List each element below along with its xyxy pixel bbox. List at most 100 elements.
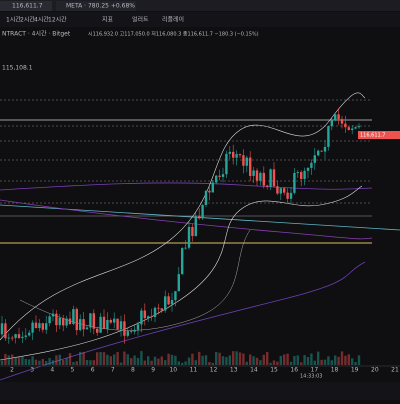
volume-bar — [344, 355, 347, 365]
x-axis-label: 17 — [311, 367, 319, 374]
candle-body — [28, 332, 31, 336]
volume-bar — [147, 356, 150, 365]
candle-body — [306, 167, 310, 171]
volume-bar — [150, 360, 153, 365]
ohlc: 시116,932.0 고117,050.0 저116,080.3 종116,61… — [88, 31, 259, 38]
volume-bar — [0, 360, 4, 365]
toolbar-button[interactable]: 1시간 — [6, 16, 21, 24]
volume-bar — [113, 354, 116, 365]
volume-bar — [330, 360, 333, 365]
candle-body — [259, 172, 262, 181]
x-axis-label: 21 — [391, 367, 399, 374]
x-axis-label: 12 — [210, 367, 218, 374]
bottom-bar — [0, 382, 400, 400]
volume-bar — [58, 354, 61, 365]
volume-bar — [327, 356, 330, 365]
candle-body — [293, 172, 296, 193]
volume-bar — [72, 362, 75, 365]
toolbar-button[interactable]: 리플레이 — [162, 16, 184, 24]
volume-bar — [17, 356, 21, 365]
volume-bar — [320, 359, 323, 365]
candle-body — [303, 170, 306, 179]
volume-bar — [116, 351, 119, 365]
volume-bar — [310, 353, 313, 365]
volume-bar — [106, 354, 109, 365]
candle-body — [313, 155, 316, 163]
volume-bar — [245, 361, 248, 365]
x-axis-label: 13 — [230, 367, 238, 374]
candle-body — [354, 127, 357, 129]
candle-body — [92, 313, 95, 329]
tab[interactable] — [56, 1, 136, 11]
candle-body — [347, 127, 350, 130]
candle-body — [276, 186, 279, 194]
volume-bar — [334, 355, 337, 365]
candle-body — [38, 323, 41, 329]
volume-bar — [235, 351, 238, 365]
candle-body — [351, 128, 354, 130]
volume-bar — [99, 352, 102, 365]
volume-bar — [351, 358, 354, 365]
volume-bar — [55, 355, 58, 365]
candle-body — [119, 321, 123, 330]
volume-bar — [143, 360, 146, 365]
volume-bar — [11, 354, 14, 365]
candle-body — [123, 321, 126, 336]
volume-bar — [140, 351, 143, 365]
candle-body — [62, 318, 65, 326]
volume-bar — [102, 352, 106, 365]
volume-bar — [201, 355, 204, 365]
volume-bar — [123, 351, 126, 365]
candle-body — [14, 334, 17, 338]
candle-body — [279, 188, 282, 194]
candle-body — [45, 323, 48, 330]
volume-bar — [218, 352, 221, 365]
volume-bar — [164, 360, 167, 365]
candle-body — [317, 150, 320, 156]
volume-bar — [24, 358, 27, 365]
candle-body — [41, 323, 44, 330]
volume-bar — [7, 355, 10, 365]
volume-bar — [68, 353, 72, 365]
tab-bar — [0, 0, 400, 11]
candle-body — [330, 120, 333, 127]
volume-bar — [62, 359, 65, 365]
volume-bar — [293, 356, 296, 365]
candle-body — [133, 329, 136, 332]
candle-body — [4, 323, 7, 339]
volume-bar — [238, 352, 242, 365]
price-tag-label: 116,611.7 — [360, 133, 385, 139]
toolbar-button[interactable]: 4시간 — [34, 16, 49, 24]
volume-bar — [184, 361, 187, 365]
candle-body — [187, 226, 191, 248]
toolbar-button[interactable]: 지표 — [102, 16, 114, 24]
volume-bar — [347, 354, 350, 365]
candle-body — [245, 157, 248, 166]
candle-body — [7, 337, 10, 339]
volume-bar — [194, 360, 197, 365]
volume-bar — [160, 356, 163, 365]
volume-bar — [45, 361, 48, 365]
toolbar-button[interactable]: 12시간 — [48, 16, 67, 24]
toolbar-button[interactable]: 2시간 — [20, 16, 35, 24]
volume-bar — [181, 362, 184, 365]
volume-bar — [249, 354, 252, 365]
candle-body — [113, 318, 116, 323]
volume-bar — [323, 359, 327, 365]
candle-body — [211, 182, 214, 193]
volume-bar — [28, 359, 31, 365]
volume-bar — [266, 351, 269, 365]
candle-body — [167, 296, 170, 305]
volume-bar — [354, 362, 357, 365]
tab[interactable] — [0, 1, 52, 11]
volume-bar — [136, 357, 140, 365]
candle-body — [337, 114, 340, 120]
candle-body — [99, 316, 102, 333]
toolbar-button[interactable]: 얼러트 — [132, 16, 149, 24]
volume-bar — [269, 362, 272, 365]
candle-body — [0, 323, 4, 335]
candle-body — [232, 151, 235, 158]
volume-bar — [198, 351, 201, 365]
candle-body — [109, 319, 112, 323]
volume-bar — [262, 354, 265, 365]
